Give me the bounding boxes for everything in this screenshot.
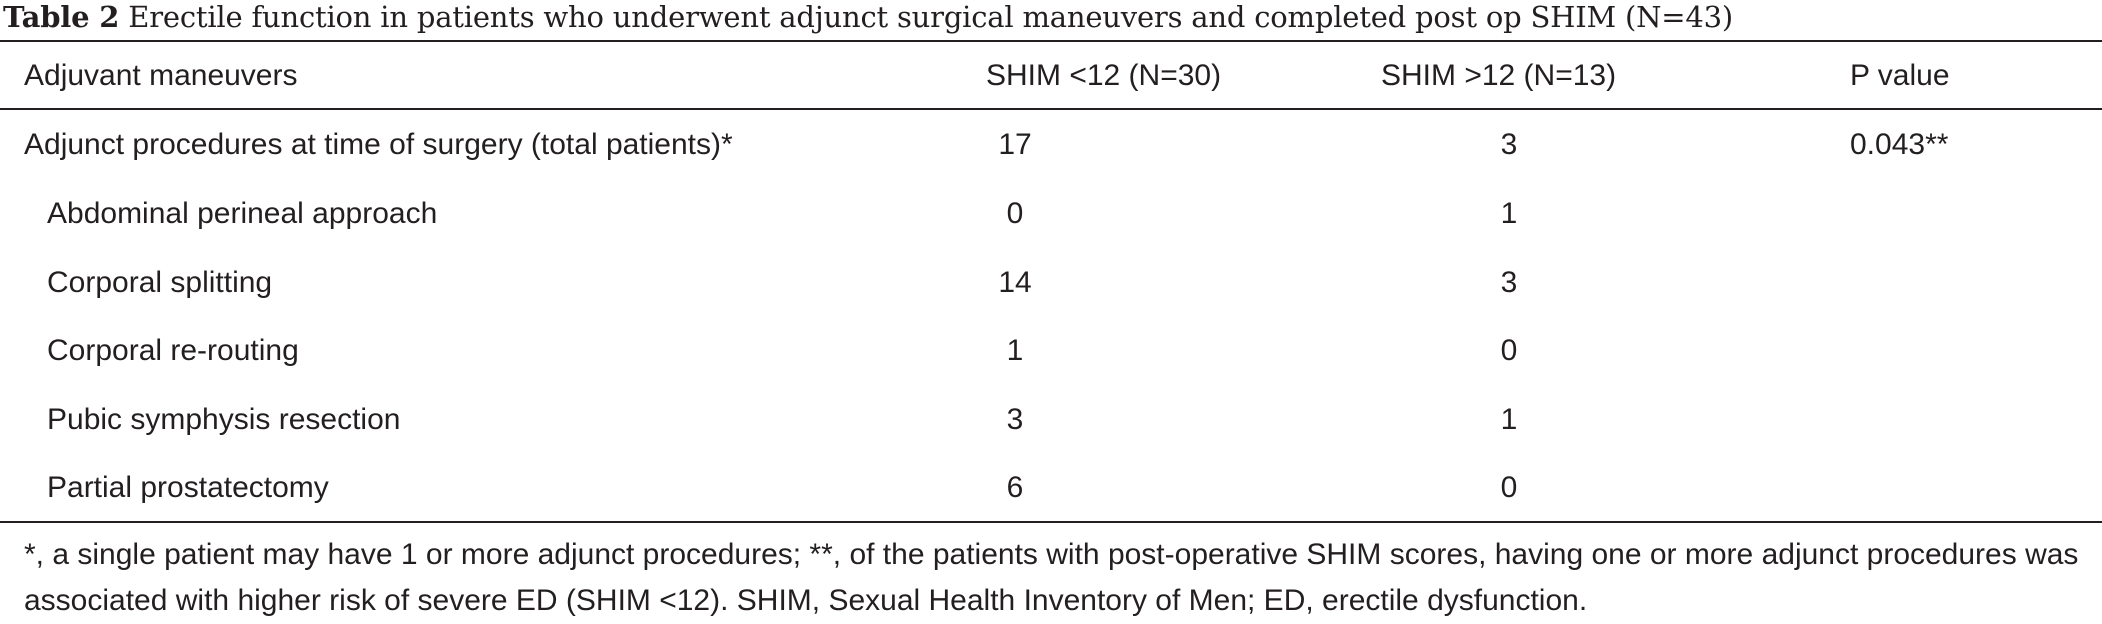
cell-shim-gt12: 1 (1500, 403, 1518, 436)
table-caption-text: Erectile function in patients who underw… (128, 0, 1733, 34)
row-label-corporal-rerouting: Corporal re-routing (47, 334, 299, 367)
cell-shim-lt12: 17 (998, 128, 1032, 161)
cell-shim-lt12: 1 (1006, 334, 1024, 367)
header-p-value: P value (1850, 59, 1950, 92)
cell-shim-gt12: 1 (1500, 197, 1518, 230)
row-label-corporal-splitting: Corporal splitting (47, 266, 273, 299)
cell-shim-lt12: 0 (1006, 197, 1024, 230)
header-shim-lt12: SHIM <12 (N=30) (986, 59, 1222, 92)
table-footnote: *, a single patient may have 1 or more a… (24, 538, 2079, 617)
header-adjuvant-maneuvers: Adjuvant maneuvers (24, 59, 298, 92)
cell-shim-lt12: 3 (1006, 403, 1024, 436)
row-label-abdominal-perineal: Abdominal perineal approach (47, 197, 438, 230)
cell-shim-lt12: 14 (998, 266, 1032, 299)
cell-shim-gt12: 0 (1500, 334, 1518, 367)
cell-shim-gt12: 0 (1500, 471, 1518, 504)
cell-shim-gt12: 3 (1500, 128, 1518, 161)
top-rule (0, 40, 2102, 42)
row-label-partial-prostatectomy: Partial prostatectomy (47, 471, 329, 504)
table-caption: Table 2 Erectile function in patients wh… (3, 0, 1733, 40)
cell-shim-gt12: 3 (1500, 266, 1518, 299)
cell-shim-lt12: 6 (1006, 471, 1024, 504)
row-label-adjunct-total: Adjunct procedures at time of surgery (t… (24, 128, 733, 161)
cell-p-value: 0.043** (1850, 128, 1949, 161)
header-rule (0, 108, 2102, 110)
header-shim-gt12: SHIM >12 (N=13) (1381, 59, 1617, 92)
row-label-pubic-symphysis: Pubic symphysis resection (47, 403, 401, 436)
bottom-rule (0, 521, 2102, 523)
table-caption-label: Table 2 (3, 0, 120, 34)
